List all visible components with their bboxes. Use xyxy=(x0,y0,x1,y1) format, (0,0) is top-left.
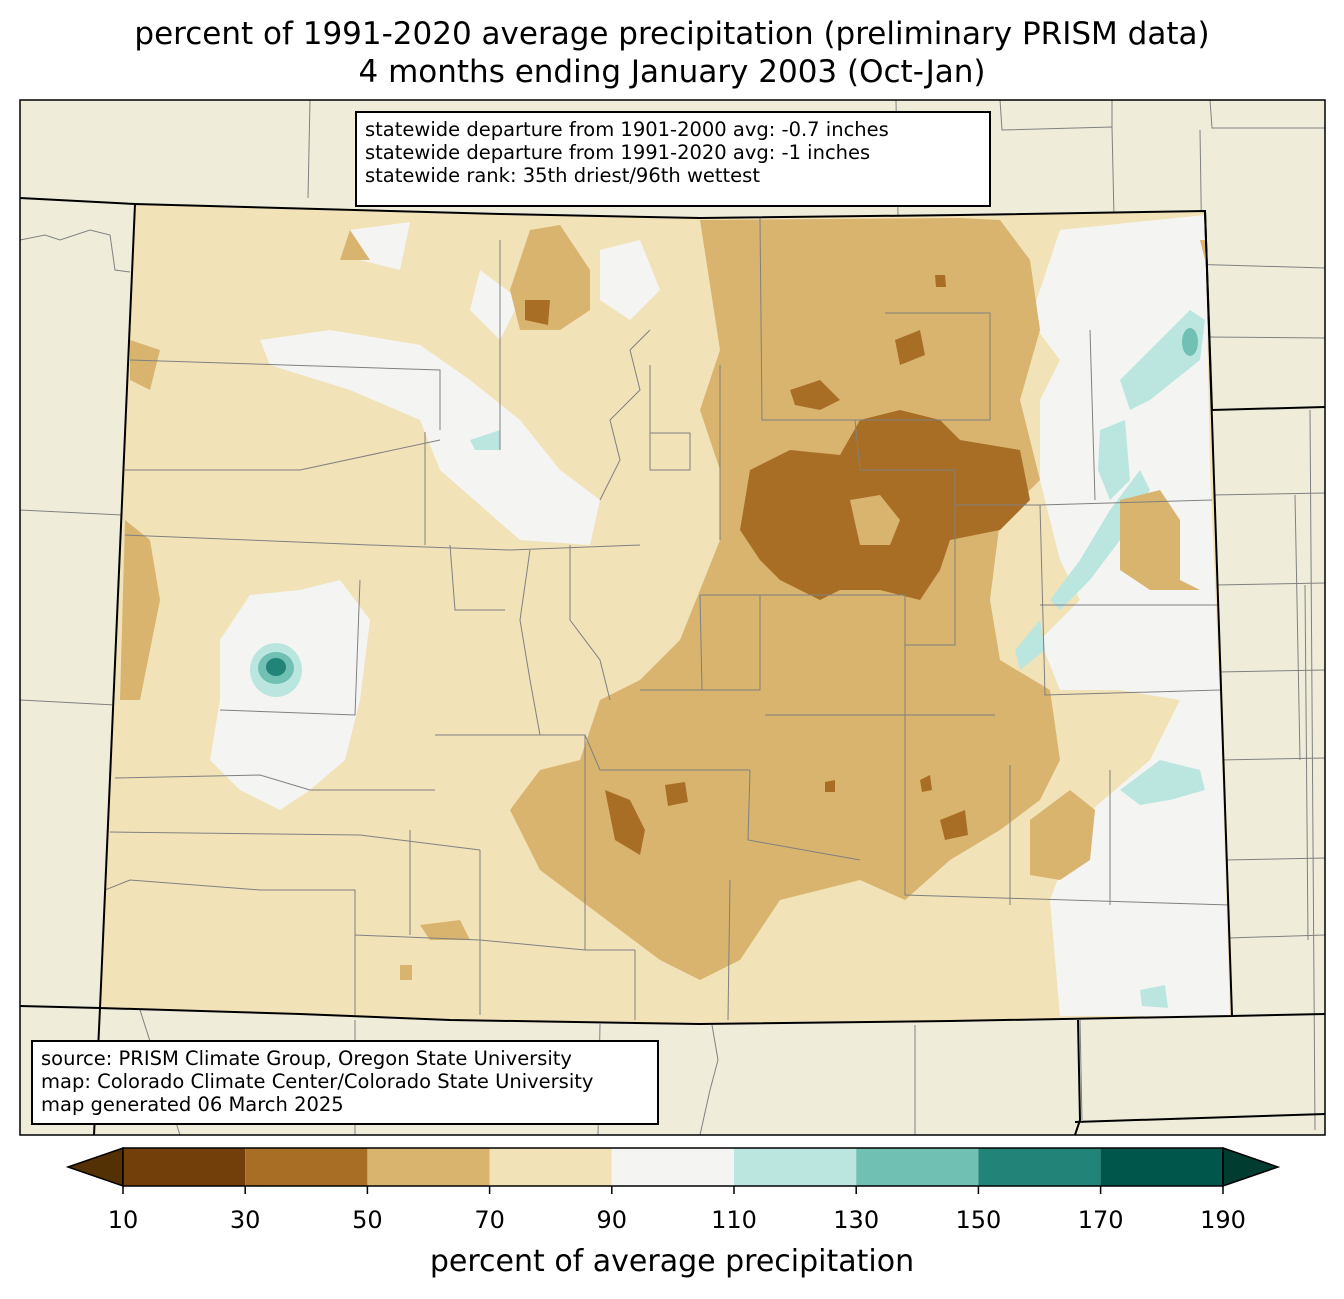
colorbar-tick-label: 30 xyxy=(229,1206,261,1234)
colorbar-tick-label: 170 xyxy=(1077,1206,1124,1234)
stats-line: statewide departure from 1991-2020 avg: … xyxy=(365,141,871,164)
colorbar-bin xyxy=(245,1148,368,1186)
map-title-line1: percent of 1991-2020 average precipitati… xyxy=(134,16,1210,52)
colorbar-low-extend xyxy=(65,1146,124,1188)
precipitation-fill xyxy=(120,215,1230,1016)
colorbar-tick-label: 70 xyxy=(474,1206,505,1234)
source-line: map: Colorado Climate Center/Colorado St… xyxy=(41,1070,594,1093)
colorbar-tick-label: 110 xyxy=(711,1206,757,1234)
statewide-stats-box: statewide departure from 1901-2000 avg: … xyxy=(355,111,991,207)
colorbar-bin xyxy=(978,1148,1101,1186)
colorbar-tick-label: 150 xyxy=(955,1206,1002,1234)
colorbar-bin xyxy=(367,1148,490,1186)
colorbar-bin xyxy=(1100,1148,1223,1186)
colorbar-bin xyxy=(123,1148,246,1186)
source-box: source: PRISM Climate Group, Oregon Stat… xyxy=(31,1040,659,1125)
colorbar-bin xyxy=(856,1148,979,1186)
source-line: source: PRISM Climate Group, Oregon Stat… xyxy=(41,1047,572,1070)
county-lines xyxy=(104,217,1231,1021)
colorbar-tick-label: 10 xyxy=(107,1206,139,1234)
source-line: map generated 06 March 2025 xyxy=(41,1093,344,1116)
colorbar-tick-label: 50 xyxy=(352,1206,383,1234)
colorbar-tick-label: 90 xyxy=(596,1206,628,1234)
colorbar-tick-label: 130 xyxy=(833,1206,880,1234)
map-title-line2: 4 months ending January 2003 (Oct-Jan) xyxy=(358,54,986,90)
stats-line: statewide rank: 35th driest/96th wettest xyxy=(365,164,760,187)
colorbar-bin xyxy=(489,1148,612,1186)
stats-line: statewide departure from 1901-2000 avg: … xyxy=(365,118,889,141)
colorbar-high-extend xyxy=(1222,1146,1281,1188)
colorbar-label: percent of average precipitation xyxy=(429,1244,915,1279)
map-border xyxy=(19,99,1326,1136)
colorbar xyxy=(65,1146,1281,1194)
colorbar-bin xyxy=(734,1148,857,1186)
colorbar-bin xyxy=(611,1148,734,1186)
neighbor-county-lines xyxy=(19,99,1326,1136)
colorbar-tick-label: 190 xyxy=(1200,1206,1246,1234)
